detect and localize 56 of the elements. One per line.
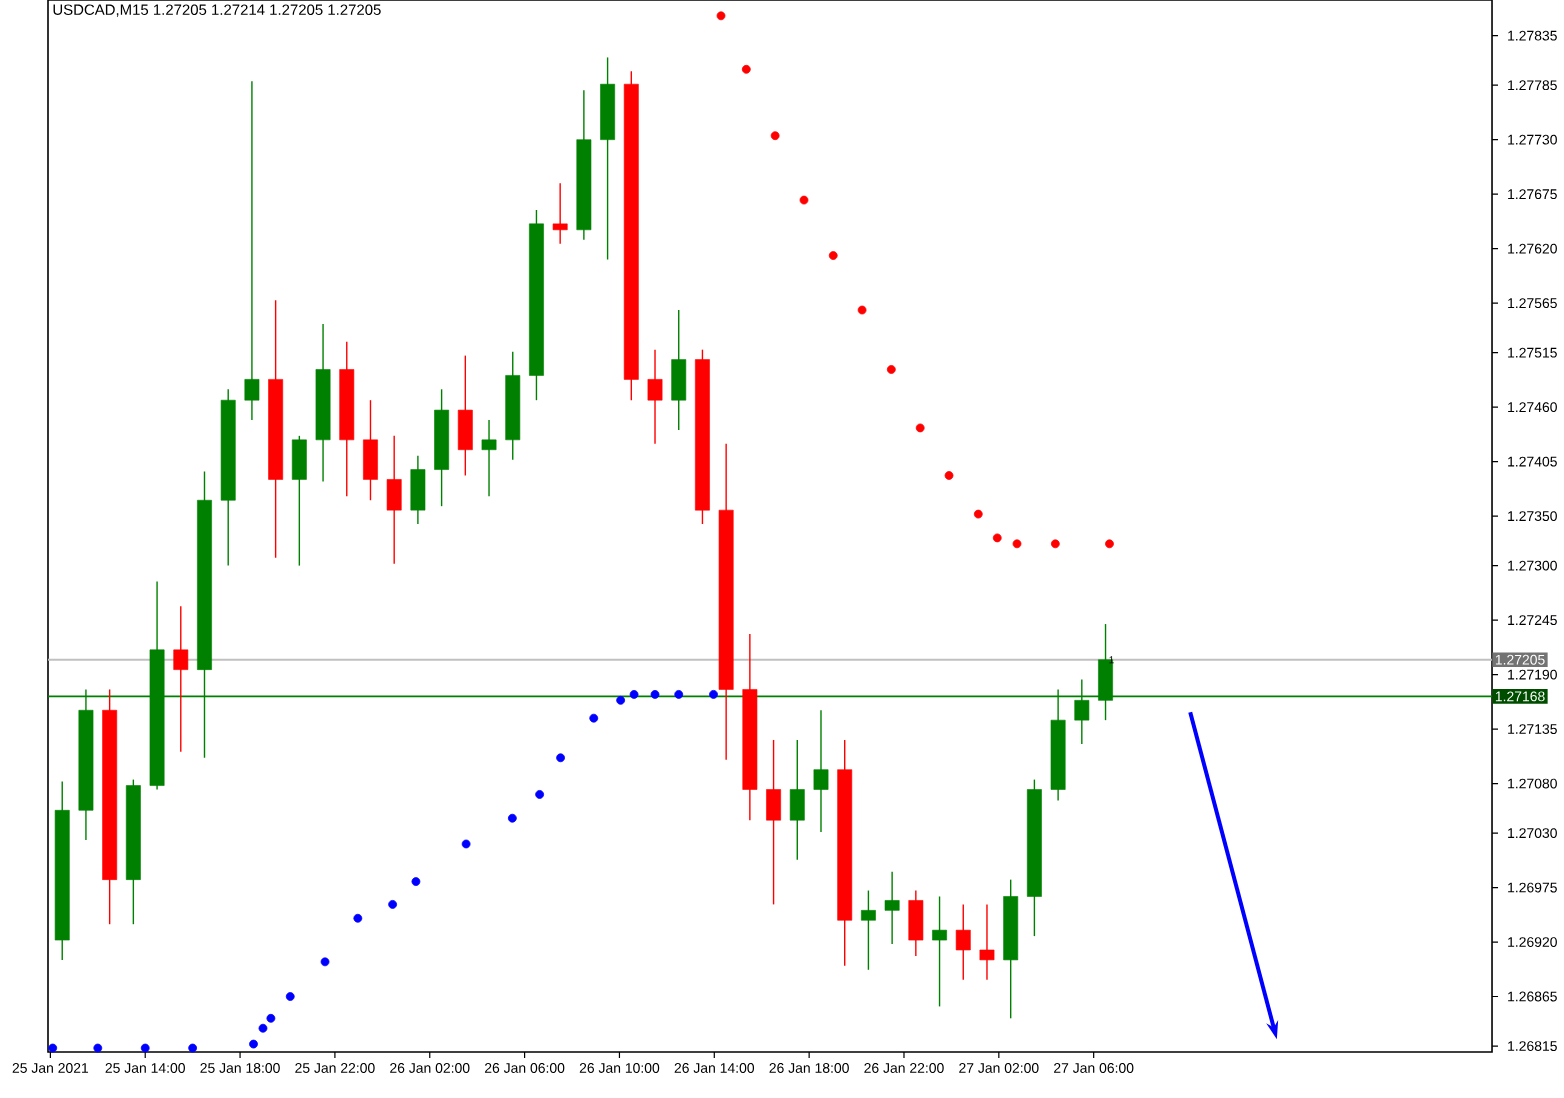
point — [886, 365, 896, 374]
candlestick — [955, 903, 971, 981]
point — [353, 913, 363, 923]
point — [258, 1023, 268, 1033]
point — [249, 1039, 258, 1049]
point — [716, 11, 726, 21]
candlestick — [908, 889, 924, 957]
candlestick — [861, 889, 876, 971]
candlestick — [363, 399, 378, 501]
point — [709, 689, 718, 699]
point — [589, 713, 599, 723]
point — [741, 64, 751, 74]
point — [915, 423, 925, 433]
point — [1050, 539, 1060, 549]
point — [320, 957, 330, 967]
point — [629, 689, 639, 699]
point — [266, 1013, 276, 1023]
point — [411, 877, 421, 887]
point — [556, 753, 565, 763]
point — [674, 689, 684, 699]
candlestick — [647, 348, 663, 445]
point — [461, 839, 471, 849]
point — [828, 251, 838, 260]
point — [770, 131, 780, 141]
point — [650, 689, 660, 699]
candlestick — [173, 605, 189, 753]
point — [992, 533, 1002, 543]
point — [944, 471, 954, 480]
candlestick — [979, 903, 995, 981]
point — [857, 305, 867, 315]
candlestick — [410, 454, 426, 525]
point — [973, 509, 983, 519]
point — [48, 1043, 58, 1053]
point — [535, 790, 545, 799]
point — [140, 1043, 150, 1053]
candlestick — [813, 709, 829, 833]
point — [285, 992, 295, 1001]
point — [93, 1043, 103, 1053]
candlestick — [671, 309, 687, 431]
candlestick — [932, 895, 947, 1008]
point — [1012, 539, 1022, 549]
candlestick — [386, 435, 402, 565]
point — [507, 813, 517, 823]
candlestick — [552, 182, 568, 245]
candlestick — [244, 80, 260, 421]
point — [188, 1043, 198, 1053]
point — [616, 695, 626, 705]
candlestick — [766, 739, 781, 906]
point — [799, 195, 809, 205]
candlestick — [789, 739, 805, 861]
candlestick — [457, 354, 473, 477]
candlestick — [481, 419, 497, 497]
candlestick — [884, 871, 900, 945]
point — [1105, 539, 1114, 549]
candlestick — [291, 435, 307, 567]
point — [388, 900, 398, 909]
